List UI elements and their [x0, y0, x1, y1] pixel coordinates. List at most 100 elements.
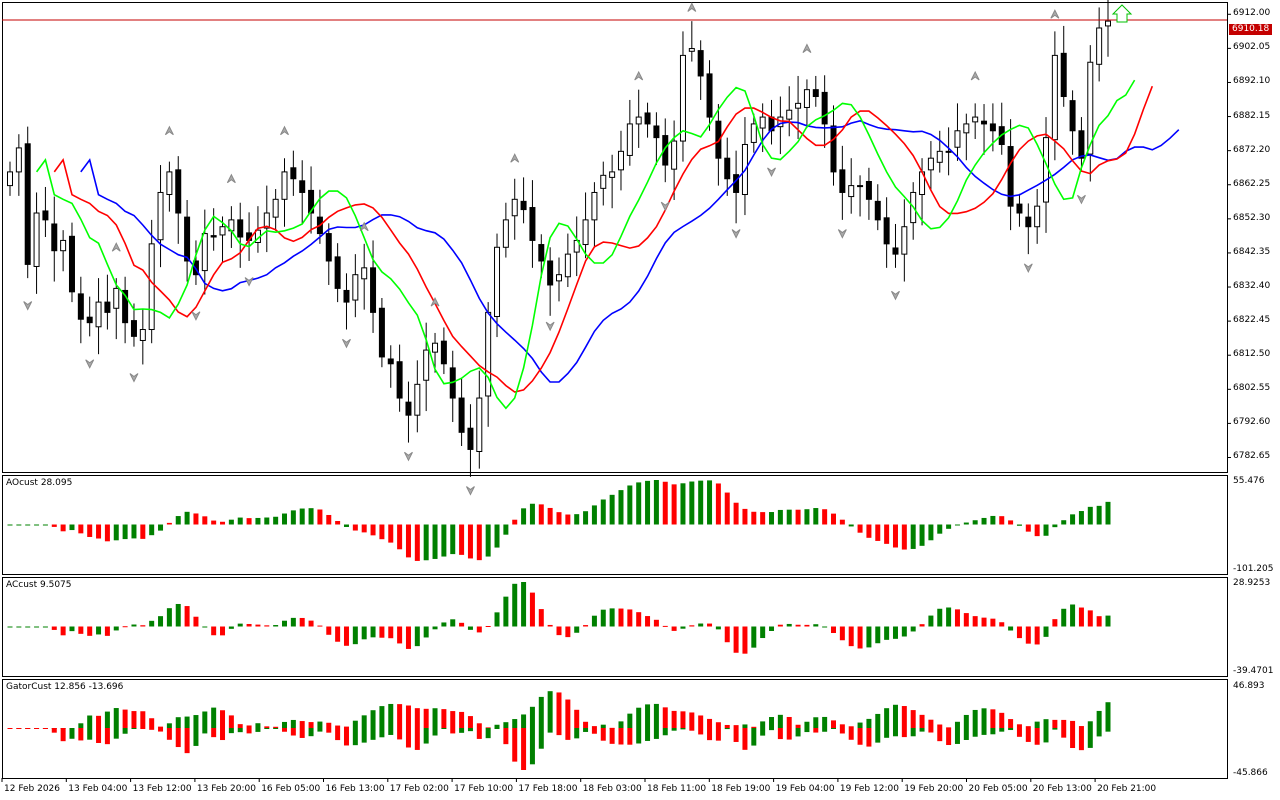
ao-bar [352, 524, 358, 531]
price-tick-label: 6852.30 [1233, 212, 1271, 223]
ao-bar [326, 514, 332, 525]
gator-upper-bar [184, 716, 190, 728]
time-tick-label: 20 Feb 05:00 [968, 784, 1028, 794]
bull-candle [7, 171, 13, 187]
gator-upper-bar [290, 719, 296, 728]
gator-upper-bar [104, 711, 110, 728]
ac-bar [760, 626, 766, 639]
ac-bar [698, 623, 704, 627]
ao-bar [1052, 524, 1058, 528]
gator-lower-bar [653, 728, 659, 739]
ac-bar [96, 626, 102, 635]
ao-bar [512, 519, 518, 525]
gator-lower-bar [892, 728, 898, 737]
bear-candle [697, 50, 704, 77]
ac-bar [777, 624, 783, 627]
ac-bar [1034, 626, 1040, 645]
bear-candle [981, 120, 988, 125]
gator-upper-bar [158, 726, 164, 728]
ac-bar [662, 625, 668, 627]
gator-lower-bar [1078, 728, 1084, 751]
bull-candle [759, 116, 766, 129]
ao-bar [981, 517, 987, 525]
ao-bar [600, 499, 606, 525]
gator-lower-bar [16, 728, 22, 729]
ao-bar [370, 524, 376, 536]
bull-candle [432, 342, 439, 353]
time-tick-label: 19 Feb 04:00 [775, 784, 835, 794]
bull-candle [848, 185, 855, 198]
fractal-up-icon [510, 153, 520, 163]
gator-upper-bar [1087, 721, 1093, 728]
gator-upper-bar [397, 704, 403, 728]
gator-upper-bar [795, 724, 801, 728]
gator-lower-bar [78, 728, 84, 741]
gator-lower-bar [662, 728, 668, 736]
gator-upper-bar [1052, 719, 1058, 728]
bull-candle [113, 287, 120, 309]
gator-upper-bar [751, 726, 757, 728]
ac-bar [786, 623, 792, 627]
time-tick-label: 17 Feb 10:00 [454, 784, 514, 794]
ac-bar [228, 626, 234, 629]
ac-bar [529, 592, 535, 627]
gator-upper-bar [512, 719, 518, 728]
ac-max-label: 28.9253 [1233, 578, 1271, 588]
gator-lower-bar [414, 728, 420, 750]
ao-bar [538, 504, 544, 525]
bear-candle [68, 235, 75, 293]
gator-lower-bar [361, 728, 367, 743]
alligator-teeth-line [53, 85, 1154, 393]
bull-candle [157, 191, 164, 241]
bear-candle [467, 427, 474, 450]
ac-bar [831, 626, 836, 634]
gator-lower-bar [680, 728, 686, 730]
ac-bar [25, 626, 31, 628]
bull-candle [423, 349, 430, 381]
gator-upper-bar [627, 713, 633, 728]
ac-bar [87, 626, 93, 636]
bear-candle [210, 235, 217, 238]
ac-bar [919, 624, 925, 627]
alligator-lips-line [35, 79, 1136, 410]
bear-candle [122, 289, 129, 324]
bull-candle [582, 219, 589, 246]
gator-lower-bar [547, 728, 553, 733]
ac-bar [671, 626, 677, 631]
ao-bar [919, 524, 925, 546]
ao-bar [131, 524, 137, 539]
gator-upper-bar [131, 711, 137, 728]
gator-upper-bar [547, 691, 553, 728]
gator-lower-bar [707, 728, 713, 741]
ac-bar [441, 622, 447, 627]
gator-upper-bar [556, 692, 562, 728]
gator-lower-bar [831, 728, 836, 729]
ao-bar [467, 524, 473, 559]
bull-candle [1105, 20, 1111, 27]
fractal-up-icon [634, 70, 644, 81]
gator-lower-bar [981, 728, 987, 735]
gator-upper-bar [618, 721, 624, 728]
gator-lower-bar [1061, 728, 1067, 738]
ao-bar [69, 524, 75, 531]
gator-lower-bar [60, 728, 66, 742]
gator-lower-bar [290, 728, 296, 736]
ac-bar [556, 626, 562, 636]
price-tick-label: 6822.45 [1233, 315, 1271, 326]
gator-lower-bar [379, 728, 385, 738]
bear-candle [104, 301, 111, 313]
bear-candle [1016, 203, 1023, 214]
bull-candle [688, 48, 695, 52]
ac-bar [1087, 610, 1093, 627]
gator-lower-bar [34, 728, 40, 729]
gator-upper-bar [211, 707, 217, 728]
ao-bar [459, 524, 465, 555]
gator-lower-bar [467, 728, 473, 732]
gator-upper-bar [379, 706, 385, 728]
ac-bar [388, 626, 394, 639]
ao-bar [220, 521, 226, 525]
bull-candle [626, 123, 633, 156]
gator-upper-bar [928, 719, 934, 728]
gator-lower-bar [211, 728, 217, 738]
bear-candle [538, 244, 545, 262]
